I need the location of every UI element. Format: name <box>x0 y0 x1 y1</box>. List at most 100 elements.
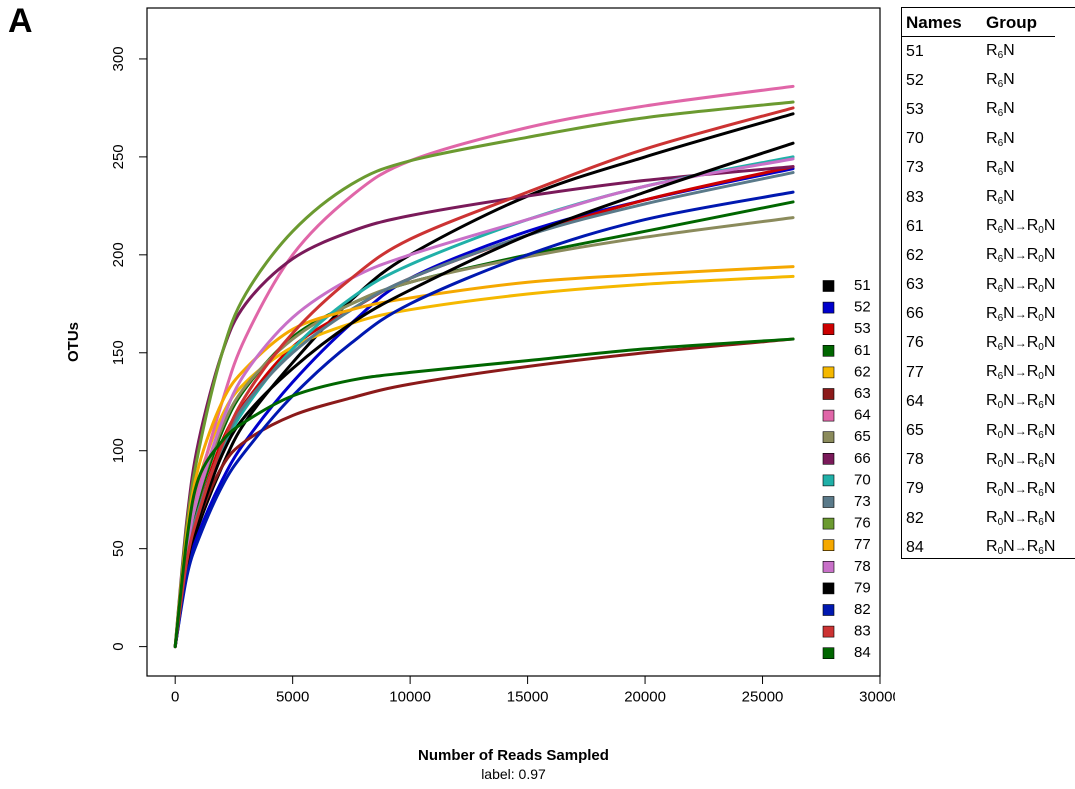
sample-group: R6N <box>986 188 1015 208</box>
sample-group: R0N→R6N <box>986 450 1056 470</box>
sample-name: 62 <box>906 246 924 264</box>
legend-label-82: 82 <box>854 601 871 618</box>
group-table: Names Group 51 R6N 52 R6N 53 R6N 70 R6N 73 R6N 83 R… <box>901 7 1075 559</box>
sample-group: R6N→R0N <box>986 275 1056 295</box>
sample-name: 77 <box>906 363 924 381</box>
series-line-78 <box>173 157 795 649</box>
sample-name: 53 <box>906 100 924 118</box>
group-table-row: 53 R6N <box>902 95 1055 124</box>
series-line-84 <box>173 337 795 649</box>
group-table-row: 76 R6N→R0N <box>902 329 1055 358</box>
group-table-row: 63 R6N→R0N <box>902 271 1055 300</box>
legend-label-83: 83 <box>854 623 871 640</box>
group-table-row: 64 R0N→R6N <box>902 387 1055 416</box>
sample-name: 70 <box>906 130 924 148</box>
sample-group: R0N→R6N <box>986 538 1056 558</box>
group-table-header: Names Group <box>902 10 1055 37</box>
legend-swatch-73 <box>822 496 835 508</box>
legend-label-52: 52 <box>854 299 871 316</box>
sample-name: 84 <box>906 538 924 556</box>
legend-label-64: 64 <box>854 407 871 424</box>
group-table-row: 78 R0N→R6N <box>902 446 1055 475</box>
legend-swatch-51 <box>822 280 835 292</box>
legend-swatch-66 <box>822 452 835 465</box>
group-table-row: 62 R6N→R0N <box>902 241 1055 270</box>
legend-label-76: 76 <box>854 515 871 532</box>
sample-group: R6N→R0N <box>986 363 1056 383</box>
x-tick-label: 25000 <box>742 688 784 705</box>
y-tick-label: 300 <box>110 46 127 71</box>
sample-name: 78 <box>906 451 924 469</box>
y-tick-label: 100 <box>110 438 127 463</box>
sample-name: 65 <box>906 422 924 440</box>
legend-swatch-64 <box>822 409 835 422</box>
sample-group: R6N <box>986 129 1015 149</box>
sample-group: R6N <box>986 158 1015 178</box>
x-axis-label: Number of Reads Sampled <box>418 747 609 764</box>
legend-label-65: 65 <box>854 428 871 445</box>
group-table-row: 82 R0N→R6N <box>902 504 1055 533</box>
legend-label-63: 63 <box>854 385 871 402</box>
legend-label-77: 77 <box>854 536 871 553</box>
y-axis-label: OTUs <box>65 322 82 362</box>
y-tick-label: 250 <box>110 144 127 169</box>
group-table-row: 65 R0N→R6N <box>902 416 1055 445</box>
plot-frame <box>146 7 881 677</box>
header-names: Names <box>906 13 962 32</box>
group-table-row: 77 R6N→R0N <box>902 358 1055 387</box>
series-line-51 <box>173 112 795 649</box>
legend-swatch-77 <box>822 539 835 552</box>
sample-name: 82 <box>906 509 924 527</box>
legend-label-78: 78 <box>854 558 871 575</box>
legend-swatch-65 <box>822 431 835 444</box>
panel-label: A <box>8 2 33 40</box>
sample-group: R0N→R6N <box>986 421 1056 441</box>
legend-label-66: 66 <box>854 450 871 467</box>
y-tick-label: 150 <box>110 340 127 365</box>
legend-label-53: 53 <box>854 320 871 337</box>
legend-label-51: 51 <box>854 277 871 294</box>
y-tick-label: 0 <box>110 642 127 650</box>
series-line-83 <box>173 106 795 649</box>
sample-name: 51 <box>902 36 982 67</box>
legend-swatch-82 <box>822 604 835 616</box>
series-line-66 <box>173 165 795 649</box>
legend-label-73: 73 <box>854 493 871 510</box>
legend-swatch-78 <box>822 560 835 573</box>
legend-swatch-83 <box>822 625 835 638</box>
sample-name: 52 <box>906 71 924 89</box>
x-tick-label: 5000 <box>276 688 309 705</box>
legend-label-70: 70 <box>854 471 871 488</box>
series-line-63 <box>173 337 795 649</box>
legend-swatch-84 <box>822 647 835 660</box>
legend-swatch-62 <box>822 366 835 379</box>
series-line-77 <box>173 265 795 649</box>
legend-label-62: 62 <box>854 363 871 380</box>
legend-swatch-79 <box>822 582 835 595</box>
x-axis-sublabel: label: 0.97 <box>481 766 546 782</box>
series-line-64 <box>173 84 795 649</box>
legend-swatch-76 <box>822 517 835 530</box>
header-group: Group <box>986 13 1037 32</box>
group-table-row: 84 R0N→R6N <box>902 533 1055 562</box>
sample-group: R6N <box>986 100 1015 120</box>
group-table-row: 61 R6N→R0N <box>902 212 1055 241</box>
sample-name: 66 <box>906 305 924 323</box>
sample-group: R6N <box>982 36 1056 67</box>
sample-group: R0N→R6N <box>986 392 1056 412</box>
x-tick-label: 15000 <box>507 688 549 705</box>
x-tick-label: 0 <box>171 688 179 705</box>
legend-swatch-52 <box>822 301 835 314</box>
sample-group: R6N→R0N <box>986 304 1056 324</box>
legend-label-61: 61 <box>854 342 871 359</box>
series-line-76 <box>173 100 795 649</box>
series-line-62 <box>173 274 795 649</box>
x-tick-label: 10000 <box>389 688 431 705</box>
legend-label-84: 84 <box>854 644 871 661</box>
sample-group: R0N→R6N <box>986 479 1056 499</box>
y-tick-label: 50 <box>110 540 127 557</box>
group-table-row: 73 R6N <box>902 154 1055 183</box>
sample-name: 79 <box>906 480 924 498</box>
